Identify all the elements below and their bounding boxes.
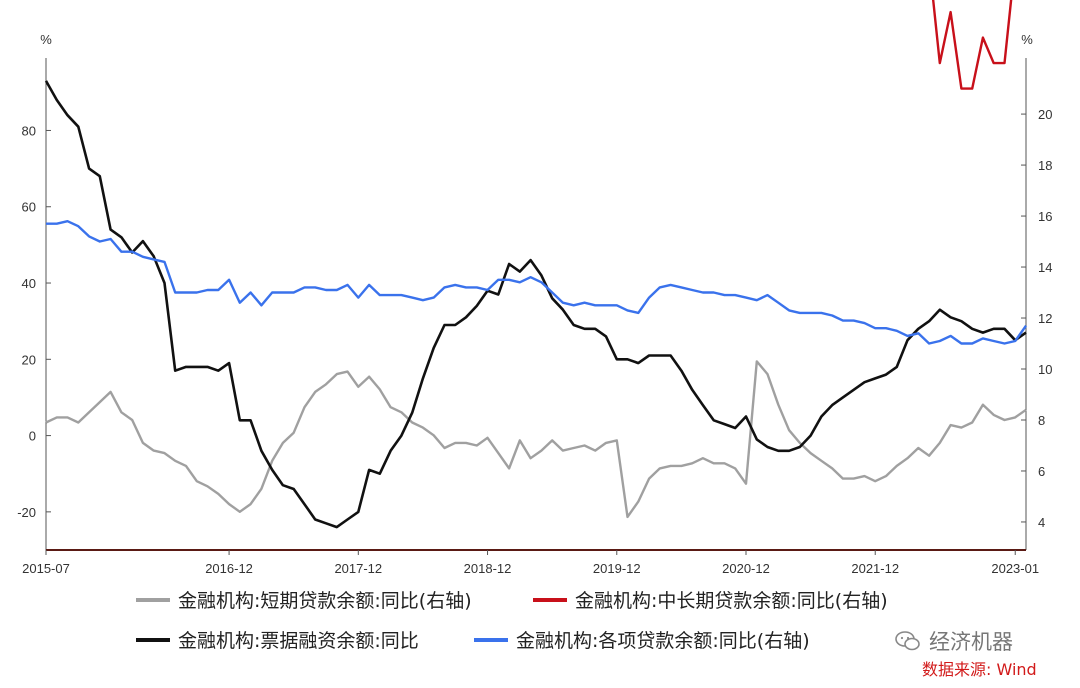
right-axis-tick-label: 10 [1038, 362, 1052, 377]
left-axis-tick-label: 60 [22, 200, 36, 215]
x-axis-tick-label: 2015-07 [22, 561, 70, 576]
right-axis-unit: % [1021, 32, 1033, 47]
right-axis-tick-label: 4 [1038, 515, 1045, 530]
chart: % % -20 0 20 40 60 80 4 6 8 10 12 14 16 18 20 2015-07 2016… [17, 0, 1052, 576]
left-axis-tick-label: 80 [22, 123, 36, 138]
legend-swatch [474, 637, 508, 642]
x-axis-tick-label: 2021-12 [851, 561, 899, 576]
x-axis-tick-label: 2020-12 [722, 561, 770, 576]
legend-swatch [136, 597, 170, 602]
x-axis-tick-label: 2016-12 [205, 561, 253, 576]
x-axis-tick-label: 2023-01 [991, 561, 1039, 576]
legend-item-long-term: 金融机构:中长期贷款余额:同比(右轴) [533, 586, 888, 613]
series-line-3 [46, 219, 1027, 345]
left-axis-tick-label: 20 [22, 352, 36, 367]
legend-item-all-loans: 金融机构:各项贷款余额:同比(右轴) [474, 626, 810, 653]
legend-swatch [533, 597, 567, 602]
left-axis-unit: % [40, 32, 52, 47]
x-axis-tick-label: 2019-12 [593, 561, 641, 576]
right-axis-tick-label: 20 [1038, 107, 1052, 122]
x-axis-tick-label: 2017-12 [334, 561, 382, 576]
right-axis-tick-label: 12 [1038, 311, 1052, 326]
legend-swatch [136, 637, 170, 642]
x-axis-tick-label: 2018-12 [464, 561, 512, 576]
right-axis-tick-label: 14 [1038, 260, 1052, 275]
legend: 金融机构:短期贷款余额:同比(右轴) 金融机构:中长期贷款余额:同比(右轴) 金… [0, 586, 1080, 656]
watermark-text: 经济机器 [929, 630, 1013, 654]
legend-label: 金融机构:短期贷款余额:同比(右轴) [178, 590, 472, 612]
right-axis-tick-label: 8 [1038, 413, 1045, 428]
series-line-2 [44, 80, 1027, 529]
right-axis-tick-label: 16 [1038, 209, 1052, 224]
legend-label: 金融机构:各项贷款余额:同比(右轴) [516, 630, 810, 652]
series-line-0 [45, 360, 1027, 519]
legend-item-short-term: 金融机构:短期贷款余额:同比(右轴) [136, 586, 472, 613]
left-axis-tick-label: -20 [17, 505, 36, 520]
series-line-1 [931, 0, 1013, 90]
right-axis-tick-label: 6 [1038, 464, 1045, 479]
watermark: 经济机器 [895, 626, 1013, 656]
left-axis-tick-label: 0 [29, 429, 36, 444]
legend-item-bill-financing: 金融机构:票据融资余额:同比 [136, 626, 419, 653]
source-note: 数据来源: Wind [922, 660, 1037, 679]
right-axis-tick-label: 18 [1038, 158, 1052, 173]
legend-label: 金融机构:票据融资余额:同比 [178, 630, 419, 652]
left-axis-tick-label: 40 [22, 276, 36, 291]
legend-label: 金融机构:中长期贷款余额:同比(右轴) [575, 590, 888, 612]
wechat-icon [895, 631, 920, 651]
